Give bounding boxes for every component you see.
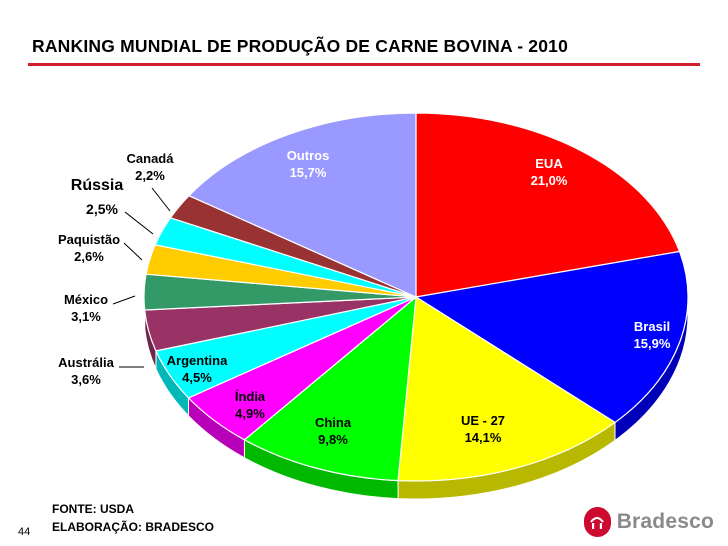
- label-mexico: México 3,1%: [64, 292, 136, 324]
- slice-label-ue-27: UE - 27: [461, 413, 505, 428]
- brand-name: Bradesco: [616, 510, 714, 533]
- elaboration-text: ELABORAÇÃO: BRADESCO: [52, 520, 214, 534]
- label-russia: Rússia 2,5%: [71, 177, 154, 235]
- slice-eua: [415, 112, 681, 298]
- bradesco-tree-icon: [584, 507, 611, 537]
- label-canada: Canadá 2,2%: [127, 151, 175, 212]
- label-eua: EUA 21,0%: [531, 156, 568, 188]
- slice-label-canada: Canadá: [127, 151, 175, 166]
- leader-line-canada: [151, 187, 171, 212]
- source-text: FONTE: USDA: [52, 502, 134, 516]
- slice-brasil: [414, 250, 689, 424]
- slice-value-ue-27: 14,1%: [465, 430, 502, 445]
- brand-logo: Bradesco: [584, 506, 714, 538]
- label-argentina: Argentina 4,5%: [167, 353, 228, 385]
- slice-label-paquistao: Paquistão: [58, 232, 120, 247]
- slice-value-outros: 15,7%: [290, 165, 327, 180]
- leader-line-paquistao: [123, 242, 143, 261]
- slice-value-eua: 21,0%: [531, 173, 568, 188]
- leader-line-russia: [124, 211, 154, 235]
- slice-value-paquistao: 2,6%: [74, 249, 104, 264]
- slice-china: [243, 295, 417, 482]
- label-ue-27: UE - 27 14,1%: [461, 413, 505, 445]
- slice-label-eua: EUA: [535, 156, 563, 171]
- source-note: FONTE: USDA ELABORAÇÃO: BRADESCO: [52, 500, 214, 536]
- label-china: China 9,8%: [315, 415, 352, 447]
- slice-value-mexico: 3,1%: [71, 309, 101, 324]
- slice-label-mexico: México: [64, 292, 108, 307]
- slice-value-russia: 2,5%: [86, 201, 118, 217]
- label-brasil: Brasil 15,9%: [634, 319, 671, 351]
- page-number: 44: [18, 526, 31, 538]
- slice-label-brasil: Brasil: [634, 319, 670, 334]
- slice-label-china: China: [315, 415, 352, 430]
- slice-value-canada: 2,2%: [135, 168, 165, 183]
- slice-label-outros: Outros: [287, 148, 330, 163]
- label-outros: Outros 15,7%: [287, 148, 330, 180]
- title-divider: [28, 63, 700, 66]
- label-australia: Austrália 3,6%: [58, 355, 144, 387]
- slice-label-argentina: Argentina: [167, 353, 228, 368]
- label-india: Índia 4,9%: [235, 389, 266, 421]
- slice-label-russia: Rússia: [71, 177, 124, 194]
- slice-value-india: 4,9%: [235, 406, 265, 421]
- slice-label-india: Índia: [235, 389, 266, 404]
- leader-line-mexico: [112, 295, 136, 305]
- slice-value-brasil: 15,9%: [634, 336, 671, 351]
- slice-label-australia: Austrália: [58, 355, 114, 370]
- label-paquistao: Paquistão 2,6%: [58, 232, 143, 264]
- slice-outros: [187, 112, 417, 298]
- slice-value-argentina: 4,5%: [182, 370, 212, 385]
- page-title: RANKING MUNDIAL DE PRODUÇÃO DE CARNE BOV…: [32, 36, 569, 56]
- slice-value-australia: 3,6%: [71, 372, 101, 387]
- slice-ue-27: [397, 295, 617, 482]
- slice-value-china: 9,8%: [318, 432, 348, 447]
